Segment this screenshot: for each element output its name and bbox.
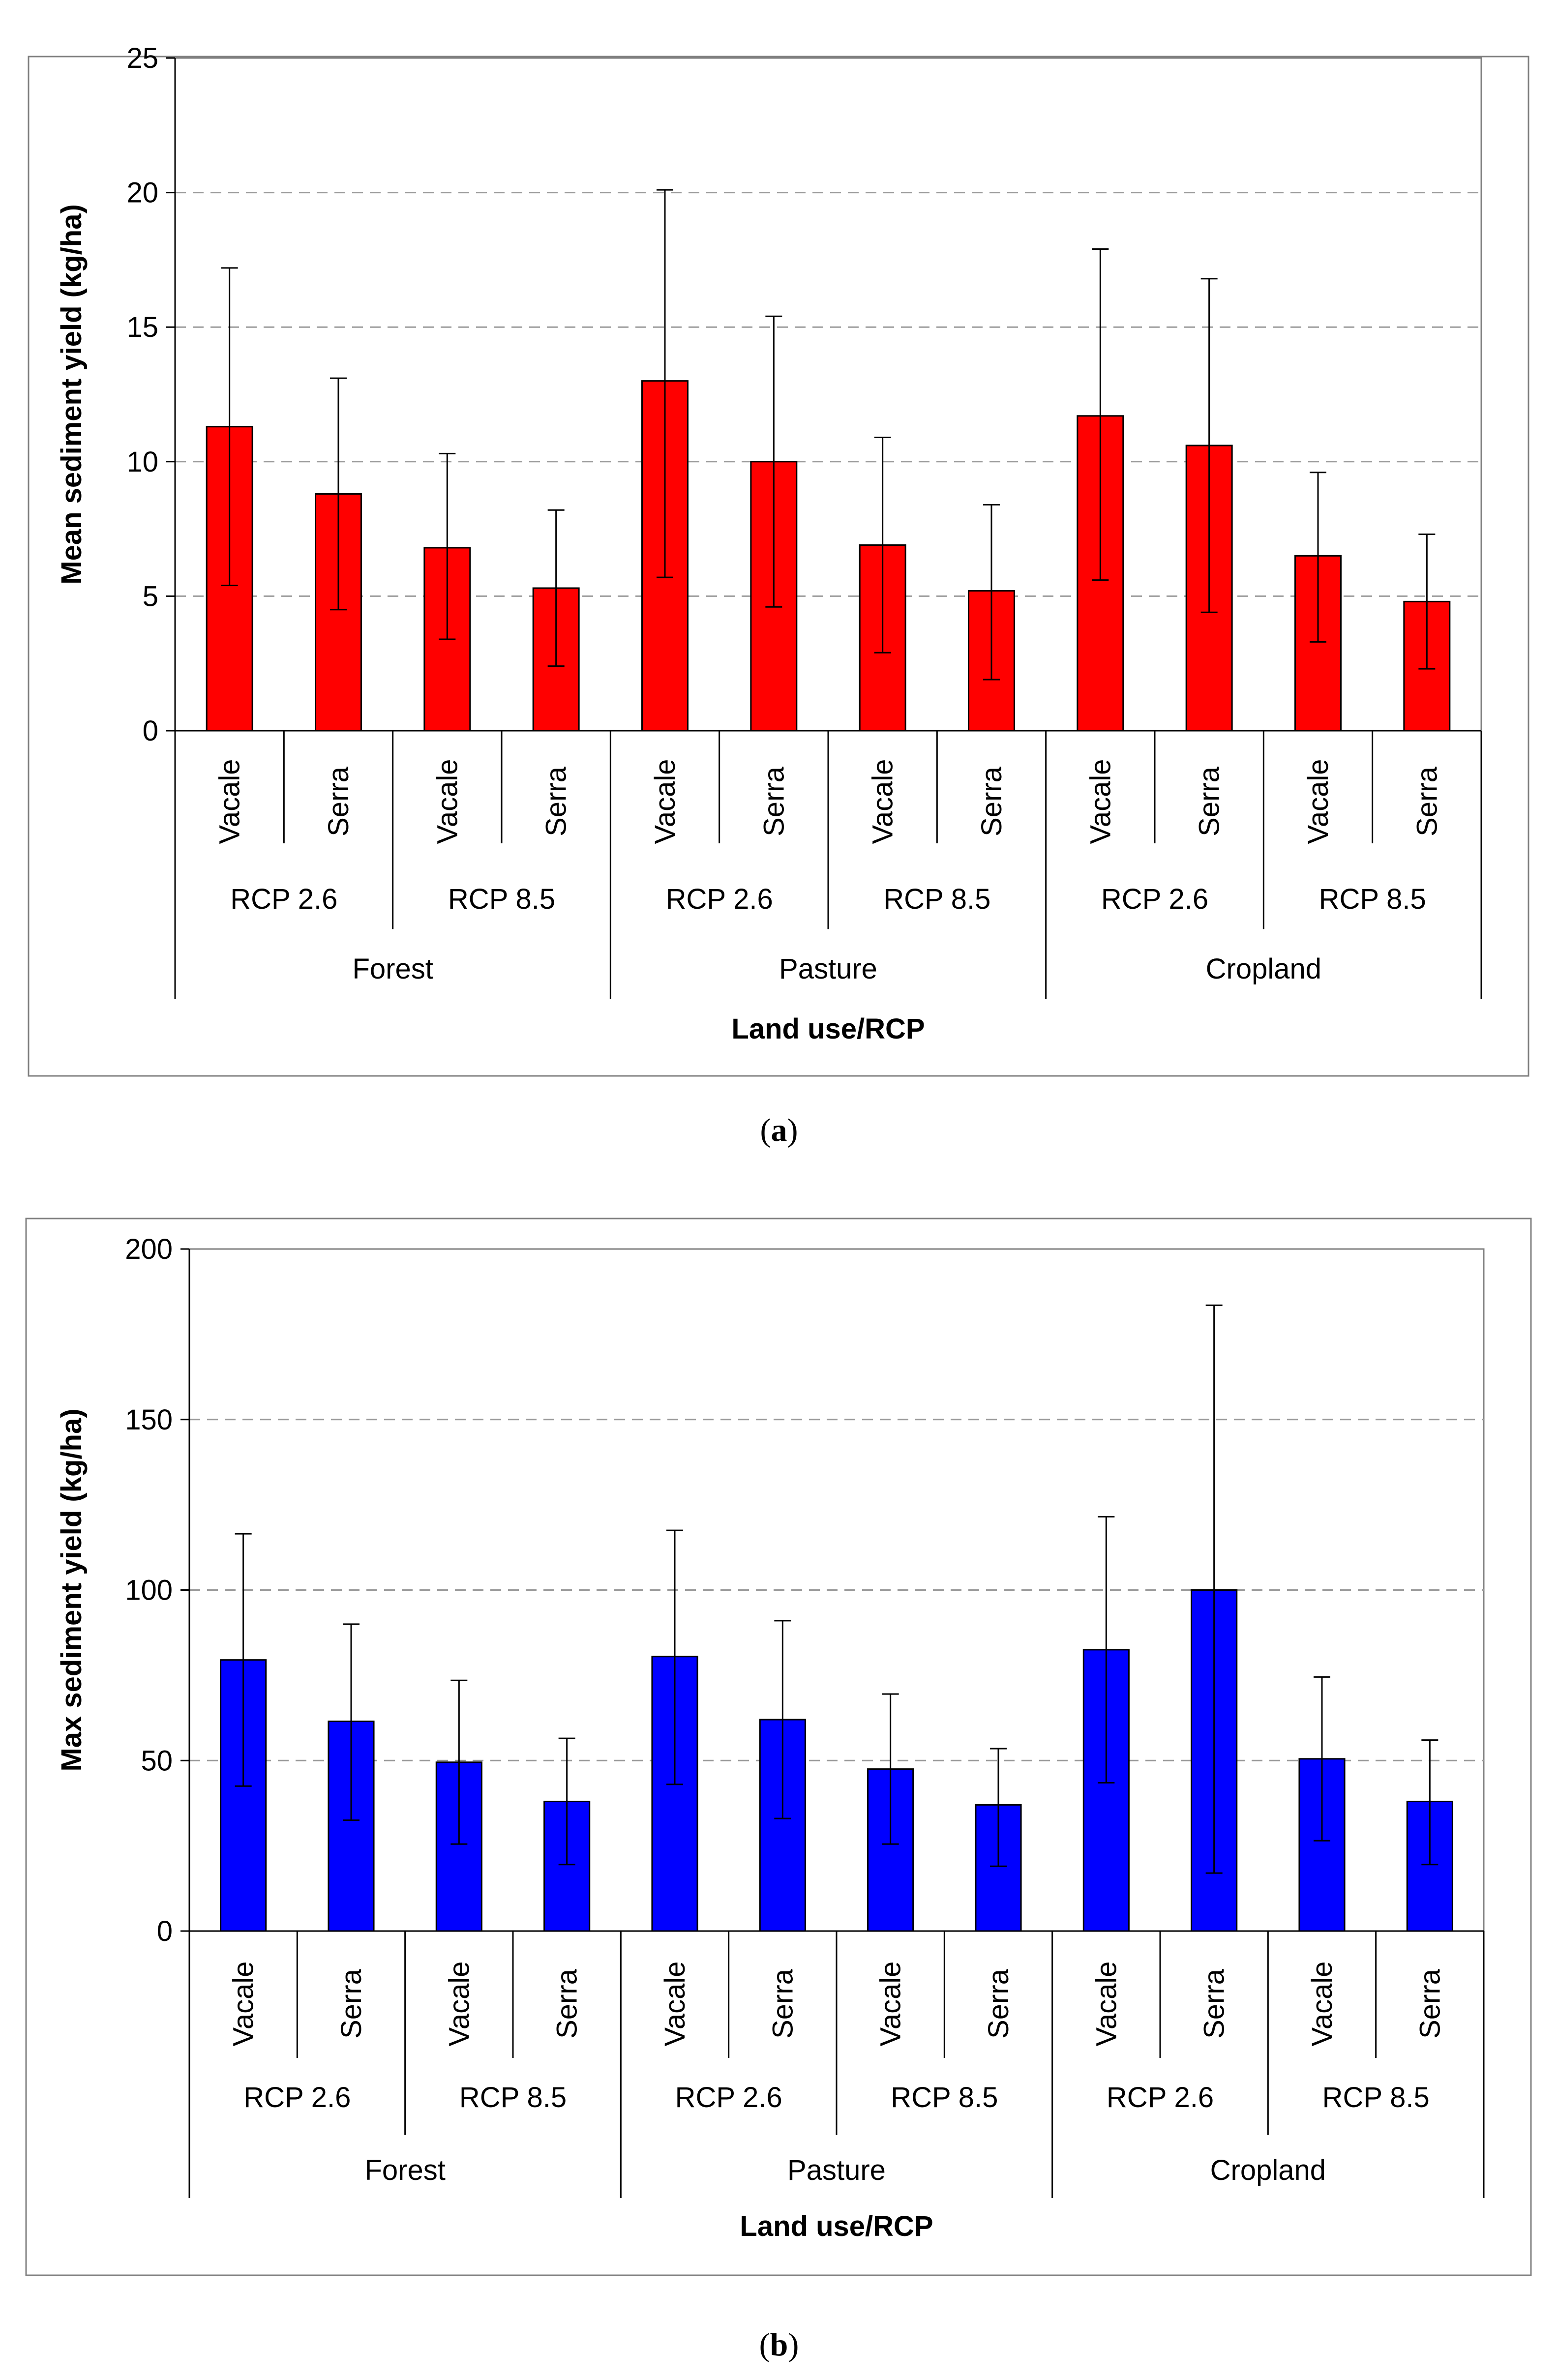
caption-open: ( — [760, 1112, 771, 1148]
category-label: Vacale — [1306, 1961, 1338, 2046]
category-label: Vacale — [1302, 759, 1334, 844]
category-label: Serra — [540, 766, 572, 836]
rcp-group-label: RCP 2.6 — [1107, 2082, 1214, 2113]
rcp-group-label: RCP 8.5 — [883, 883, 990, 915]
category-label: Serra — [983, 1968, 1015, 2039]
x-axis-title: Land use/RCP — [731, 1013, 925, 1045]
rcp-group-label: RCP 2.6 — [243, 2082, 351, 2113]
caption-letter: b — [770, 2327, 788, 2363]
rcp-group-label: RCP 2.6 — [675, 2082, 782, 2113]
caption-close: ) — [787, 1112, 798, 1148]
category-label: Serra — [767, 1968, 799, 2039]
land-use-label: Pasture — [779, 953, 877, 985]
category-label: Serra — [1198, 1968, 1230, 2039]
caption-close: ) — [788, 2327, 799, 2363]
land-use-label: Cropland — [1210, 2154, 1326, 2186]
y-tick-label: 10 — [126, 446, 158, 478]
y-tick-label: 100 — [125, 1575, 173, 1606]
figure-caption: (a) — [760, 1112, 798, 1148]
category-label: Vacale — [431, 759, 463, 844]
category-label: Serra — [1194, 766, 1226, 836]
chart-panel-a: 0 5 10 15 20 25 Vacale Serra Vacale Serra Vacale Se… — [28, 42, 1529, 1148]
land-use-label: Forest — [352, 953, 433, 985]
category-label: Serra — [1411, 766, 1443, 836]
category-label: Serra — [758, 766, 790, 836]
category-label: Serra — [1414, 1968, 1446, 2039]
rcp-group-label: RCP 2.6 — [666, 883, 773, 915]
y-tick-label: 15 — [126, 311, 158, 343]
y-tick-label: 50 — [141, 1745, 173, 1777]
category-label: Vacale — [1090, 1961, 1122, 2046]
figure-caption: (b) — [759, 2327, 799, 2363]
y-tick-label: 200 — [125, 1233, 173, 1265]
category-label: Serra — [335, 1968, 367, 2039]
category-label: Vacale — [214, 759, 246, 844]
caption-letter: a — [771, 1112, 787, 1148]
category-label: Vacale — [649, 759, 681, 844]
category-label: Vacale — [228, 1961, 260, 2046]
category-label: Vacale — [1084, 759, 1116, 844]
category-label: Serra — [551, 1968, 583, 2039]
land-use-label: Forest — [364, 2154, 445, 2186]
rcp-group-label: RCP 8.5 — [459, 2082, 567, 2113]
land-use-label: Cropland — [1206, 953, 1321, 985]
x-axis-title: Land use/RCP — [740, 2210, 933, 2242]
rcp-group-label: RCP 8.5 — [1322, 2082, 1430, 2113]
rcp-group-label: RCP 8.5 — [891, 2082, 998, 2113]
category-label: Vacale — [443, 1961, 475, 2046]
y-axis-title: Mean sediment yield (kg/ha) — [56, 204, 88, 585]
y-axis-title: Max sediment yield (kg/ha) — [56, 1408, 88, 1771]
y-tick-label: 25 — [126, 42, 158, 74]
chart-panel-b: 0 50 100 150 200 Vacale Serra Vacale Serra Vacale… — [25, 1218, 1532, 2363]
category-label: Serra — [976, 766, 1008, 836]
rcp-group-label: RCP 8.5 — [1319, 883, 1426, 915]
y-tick-label: 150 — [125, 1404, 173, 1436]
y-tick-label: 0 — [157, 1915, 173, 1947]
rcp-group-label: RCP 2.6 — [230, 883, 337, 915]
y-tick-label: 20 — [126, 177, 158, 209]
land-use-label: Pasture — [787, 2154, 886, 2186]
rcp-group-label: RCP 8.5 — [448, 883, 555, 915]
category-label: Vacale — [659, 1961, 691, 2046]
caption-open: ( — [759, 2327, 770, 2363]
category-label: Vacale — [875, 1961, 907, 2046]
y-tick-label: 0 — [143, 715, 158, 747]
category-label: Serra — [323, 766, 355, 836]
category-label: Vacale — [867, 759, 899, 844]
rcp-group-label: RCP 2.6 — [1101, 883, 1208, 915]
y-tick-label: 5 — [143, 580, 158, 612]
